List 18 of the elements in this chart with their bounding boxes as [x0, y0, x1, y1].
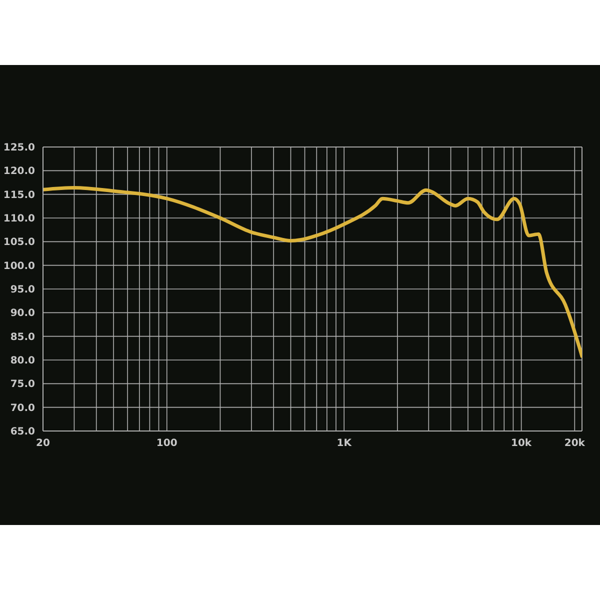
y-tick-label: 65.0 [10, 426, 36, 438]
y-tick-label: 85.0 [10, 332, 36, 343]
y-tick-label: 75.0 [10, 379, 36, 390]
x-tick-label: 10k [511, 438, 532, 450]
y-tick-label: 115.0 [3, 190, 36, 201]
y-tick-label: 90.0 [10, 308, 36, 320]
y-tick-label: 70.0 [10, 402, 36, 414]
y-tick-label: 100.0 [3, 260, 36, 272]
y-tick-label: 110.0 [3, 214, 36, 225]
x-tick-label: 1K [336, 438, 353, 450]
x-tick-label: 20 [36, 438, 50, 450]
x-tick-label: 20k [564, 438, 586, 450]
x-tick-label: 100 [156, 438, 178, 450]
y-tick-label: 80.0 [10, 356, 36, 367]
y-tick-label: 125.0 [3, 142, 36, 154]
y-tick-label: 95.0 [10, 284, 36, 296]
y-tick-label: 120.0 [3, 166, 36, 178]
y-tick-label: 105.0 [3, 237, 36, 248]
